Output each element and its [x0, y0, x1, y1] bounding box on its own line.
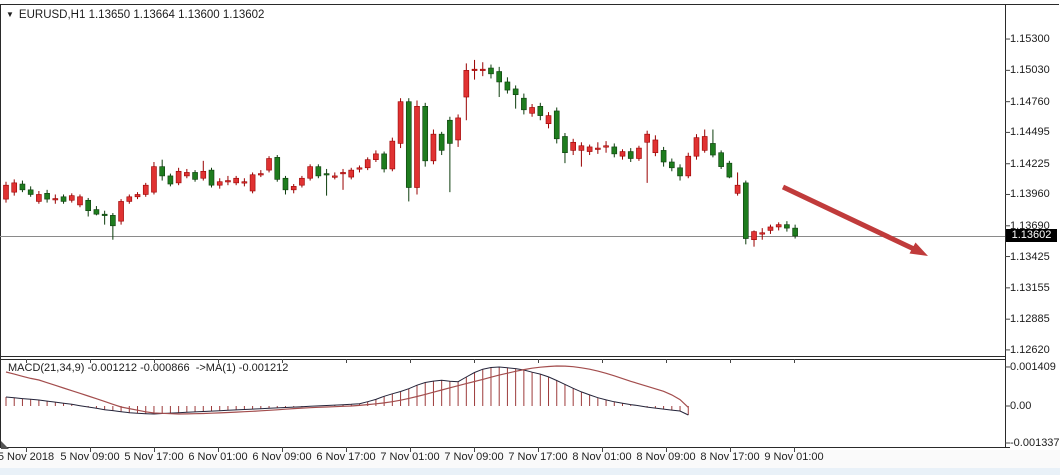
price-axis-label: 1.15030	[1010, 64, 1050, 77]
macd-line	[5, 366, 689, 416]
time-axis-label: 7 Nov 09:00	[444, 451, 504, 463]
macd-axis-label: 0.00	[1010, 400, 1032, 412]
price-axis-label: 1.14225	[1010, 157, 1050, 170]
symbol-dropdown-icon[interactable]: ▼	[6, 10, 14, 19]
time-axis-label: 5 Nov 09:00	[60, 451, 120, 463]
axis-ticks	[26, 38, 1010, 452]
price-axis-label: 1.12620	[1010, 343, 1050, 356]
time-axis-label: 5 Nov 2018	[0, 451, 55, 463]
price-axis-label: 1.13960	[1010, 188, 1050, 201]
time-axis-label: 8 Nov 17:00	[700, 451, 760, 463]
chart-title: ▼ EURUSD,H1 1.13650 1.13664 1.13600 1.136…	[6, 9, 264, 21]
price-axis-label: 1.14495	[1010, 126, 1050, 139]
price-axis-label: 1.13155	[1010, 281, 1050, 294]
time-axis-label: 5 Nov 17:00	[124, 451, 184, 463]
macd-axis-label: -0.001337	[1010, 437, 1060, 449]
quote-values: 1.13650 1.13664 1.13600 1.13602	[88, 9, 265, 21]
time-axis-label: 6 Nov 17:00	[316, 451, 376, 463]
panel-borders	[0, 4, 1059, 448]
time-axis-label: 7 Nov 17:00	[508, 451, 568, 463]
time-axis-label: 6 Nov 01:00	[188, 451, 248, 463]
time-axis-label: 6 Nov 09:00	[252, 451, 312, 463]
trend-arrow[interactable]	[781, 184, 928, 256]
chart-shift-icon	[1, 441, 9, 449]
price-axis-label: 1.13425	[1010, 250, 1050, 263]
macd-panel-series	[5, 365, 689, 416]
candlestick-series	[3, 59, 798, 247]
price-axis-label: 1.12885	[1010, 313, 1050, 326]
price-axis-label: 1.15300	[1010, 33, 1050, 46]
macd-axis-label: 0.001409	[1010, 360, 1056, 373]
current-price-badge: 1.13602	[1006, 229, 1057, 242]
time-axis-label: 8 Nov 01:00	[572, 451, 632, 463]
macd-signal-line	[5, 365, 689, 415]
time-axis-label: 7 Nov 01:00	[380, 451, 440, 463]
time-axis-label: 9 Nov 01:00	[764, 451, 824, 463]
price-axis-label: 1.14760	[1010, 95, 1050, 108]
symbol-period-label: EURUSD,H1	[18, 9, 86, 21]
time-axis-label: 8 Nov 09:00	[636, 451, 696, 463]
macd-indicator-label: MACD(21,34,9) -0.001212 -0.000866 ->MA(1…	[8, 362, 289, 374]
price-axis-label: 1.13690	[1010, 219, 1050, 232]
